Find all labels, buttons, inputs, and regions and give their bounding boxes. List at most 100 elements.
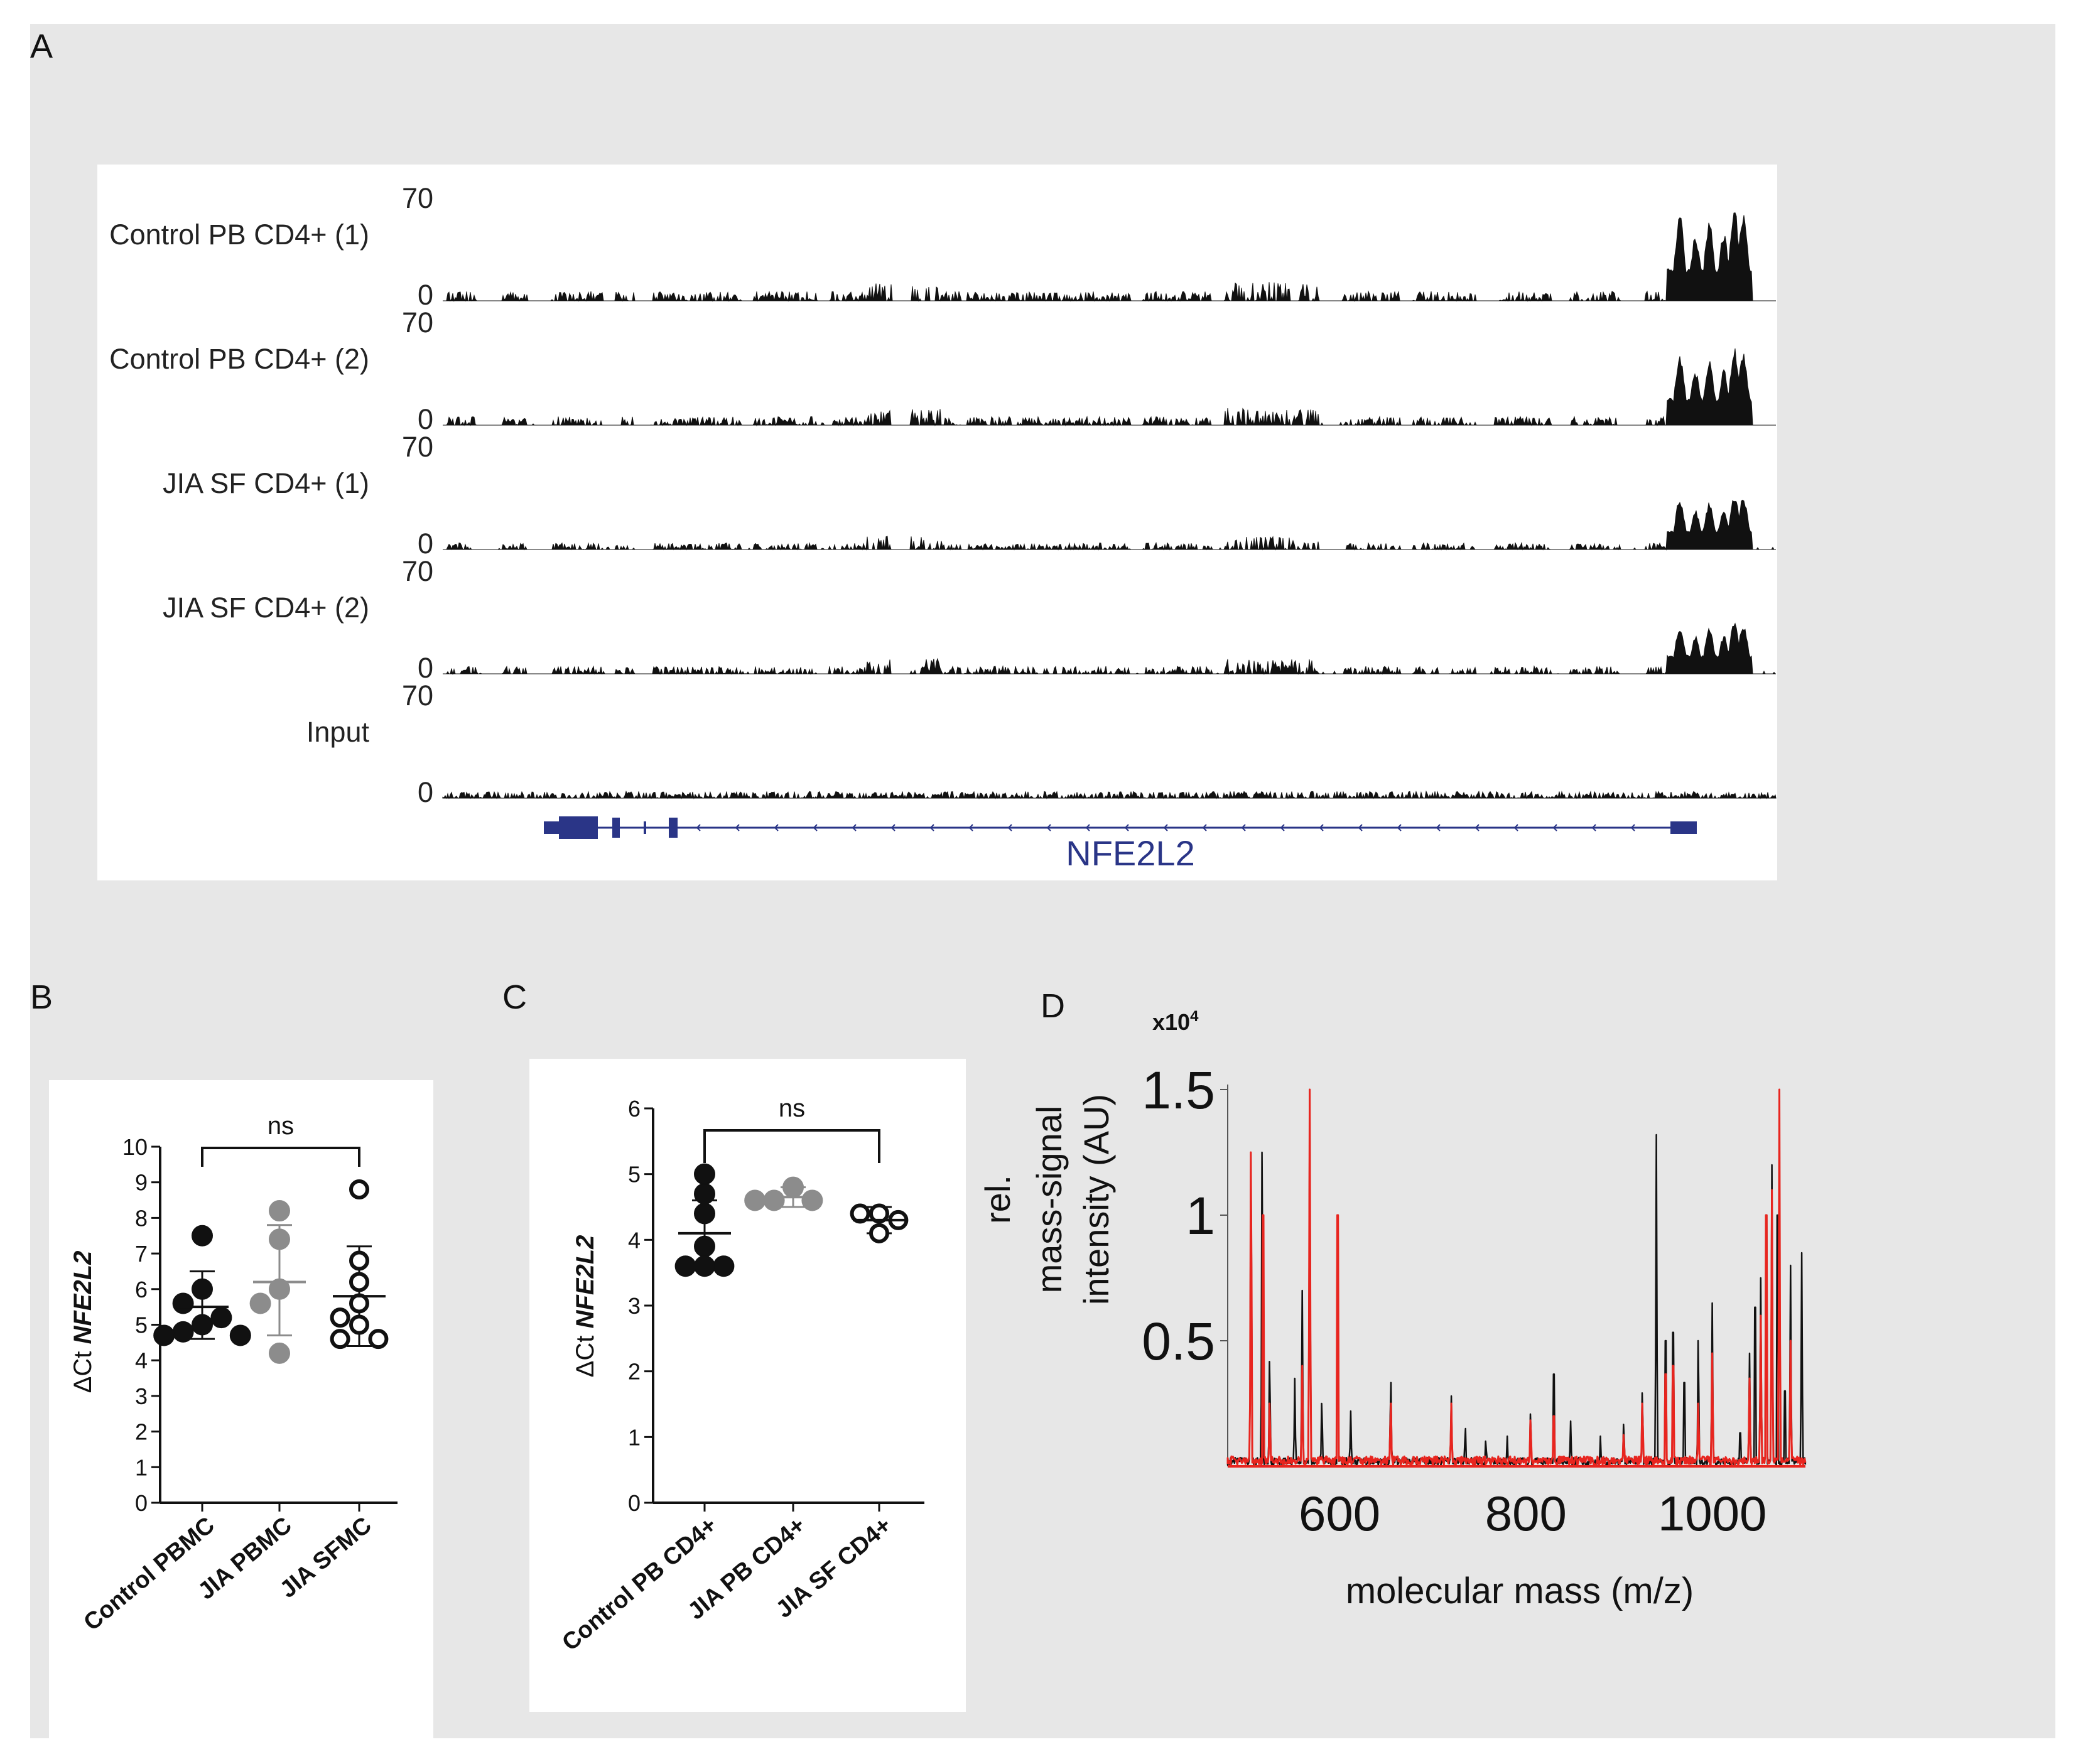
- y-tick-label: 1.5: [1142, 1061, 1215, 1120]
- gene-exon: [612, 818, 620, 838]
- y-multiplier: x104: [1152, 1008, 1199, 1035]
- x-axis-title: molecular mass (m/z): [1346, 1571, 1694, 1611]
- gene-name: NFE2L2: [1066, 833, 1194, 873]
- data-point: [349, 1293, 369, 1314]
- data-point: [172, 1321, 194, 1343]
- significance-label: ns: [268, 1112, 294, 1140]
- y-tick-label: 5: [135, 1312, 148, 1338]
- gene-strand-arrow: [929, 824, 934, 831]
- data-point: [763, 1189, 785, 1211]
- data-point: [782, 1176, 804, 1198]
- track-signal: [443, 348, 1776, 426]
- significance-bracket: [201, 1147, 360, 1167]
- data-point: [349, 1179, 369, 1200]
- gene-strand-arrow: [1007, 824, 1012, 831]
- track-ymin: 0: [418, 403, 433, 435]
- gene-strand-arrow: [1202, 824, 1207, 831]
- y-tick-label: 3: [135, 1383, 148, 1409]
- data-point: [349, 1250, 369, 1271]
- panel-label-d: D: [1041, 987, 1065, 1025]
- gene-strand-arrow: [813, 824, 818, 831]
- y-axis-title-line: mass-signal: [1029, 1106, 1069, 1294]
- track-label: JIA SF CD4+ (1): [163, 467, 369, 499]
- data-point: [192, 1314, 213, 1336]
- data-point: [192, 1225, 213, 1247]
- data-point: [694, 1203, 715, 1225]
- track-signal: [442, 790, 1777, 799]
- data-point: [192, 1278, 213, 1300]
- gene-strand-arrow: [968, 824, 973, 831]
- data-point: [694, 1183, 715, 1205]
- gene-strand-arrow: [1319, 824, 1324, 831]
- data-point: [269, 1200, 290, 1222]
- gene-strand-arrow: [1046, 824, 1051, 831]
- gene-strand-arrow: [1630, 824, 1635, 831]
- y-multiplier-base: x10: [1152, 1009, 1190, 1035]
- y-tick-label: 0: [628, 1490, 641, 1516]
- gene-strand-arrow: [1474, 824, 1480, 831]
- panel-label-a: A: [30, 28, 53, 65]
- y-tick-label: 2: [135, 1419, 148, 1445]
- gene-strand-arrow: [774, 824, 779, 831]
- gene-exon: [559, 816, 598, 839]
- track-ymax: 70: [402, 555, 433, 587]
- data-point: [869, 1203, 889, 1224]
- data-point: [269, 1342, 290, 1364]
- gene-exon: [544, 821, 560, 834]
- y-axis-title-prefix: ΔCt: [571, 1329, 599, 1378]
- y-tick-label: 4: [135, 1348, 148, 1373]
- y-tick-label: 1: [628, 1424, 641, 1450]
- gene-strand-arrow: [735, 824, 740, 831]
- y-tick-label: 1: [1186, 1186, 1215, 1245]
- significance-label: ns: [779, 1095, 805, 1122]
- gene-strand-arrow: [1163, 824, 1168, 831]
- track-signal: [443, 212, 1776, 302]
- y-tick-label: 6: [135, 1277, 148, 1302]
- y-tick-label: 1: [135, 1454, 148, 1480]
- gene-strand-arrow: [1591, 824, 1596, 831]
- data-point: [801, 1189, 823, 1211]
- panel-c-box: [529, 1059, 966, 1712]
- data-point: [330, 1307, 350, 1328]
- track-label: Control PB CD4+ (2): [109, 343, 369, 375]
- y-axis-title-gene: NFE2L2: [69, 1251, 97, 1345]
- gene-strand-arrow: [1397, 824, 1402, 831]
- y-tick-label: 4: [628, 1227, 641, 1253]
- track-ymin: 0: [418, 776, 433, 808]
- y-tick-label: 5: [628, 1162, 641, 1188]
- gene-strand-arrow: [1513, 824, 1518, 831]
- y-tick-label: 9: [135, 1170, 148, 1196]
- y-tick-label: 10: [122, 1134, 148, 1160]
- data-point: [349, 1314, 369, 1335]
- gene-strand-arrow: [696, 824, 701, 831]
- data-point: [249, 1292, 271, 1314]
- y-axis-title: ΔCt NFE2L2: [571, 1235, 599, 1378]
- data-point: [210, 1307, 232, 1329]
- data-point: [153, 1324, 175, 1346]
- gene-strand-arrow: [1436, 824, 1441, 831]
- gene-strand-arrow: [1552, 824, 1557, 831]
- significance-bracket: [703, 1129, 880, 1163]
- data-point: [744, 1189, 766, 1211]
- data-point: [172, 1292, 194, 1314]
- data-point: [269, 1228, 290, 1250]
- y-axis-title: ΔCt NFE2L2: [69, 1251, 97, 1393]
- track-signal: [443, 499, 1776, 551]
- gene-strand-arrow: [1241, 824, 1246, 831]
- y-tick-label: 2: [628, 1359, 641, 1385]
- data-point: [674, 1255, 696, 1277]
- panel-label-b: B: [30, 978, 53, 1016]
- data-point: [368, 1329, 389, 1350]
- track-ymax: 70: [402, 679, 433, 712]
- panel-label-c: C: [502, 978, 527, 1016]
- gene-strand-arrow: [1085, 824, 1090, 831]
- y-tick-label: 7: [135, 1241, 148, 1267]
- data-point: [269, 1278, 290, 1300]
- data-point: [229, 1324, 251, 1346]
- track-ymin: 0: [418, 652, 433, 684]
- gene-strand-arrow: [852, 824, 857, 831]
- gene-exon: [1670, 821, 1697, 834]
- x-tick-label: 1000: [1658, 1486, 1767, 1541]
- gene-strand-arrow: [1280, 824, 1285, 831]
